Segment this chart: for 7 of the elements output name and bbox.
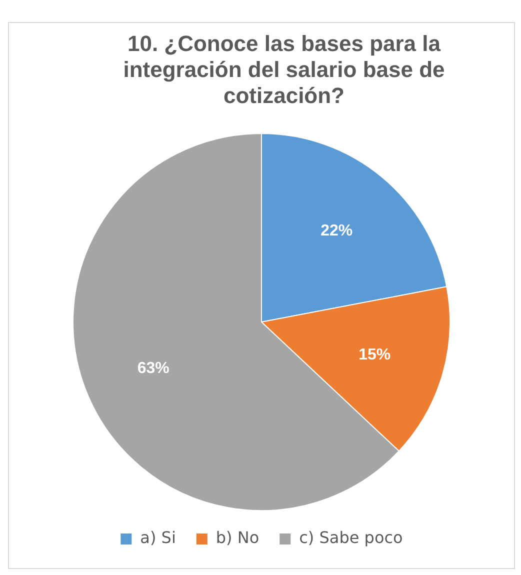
legend-label: c) Sabe poco	[299, 528, 403, 548]
data-label: 22%	[320, 222, 353, 240]
data-label: 63%	[137, 360, 170, 378]
legend-label: a) Si	[140, 528, 176, 548]
chart-title: 10. ¿Conoce las bases para la integración del salario base de cotización?	[122, 31, 446, 109]
legend-label: b) No	[216, 528, 260, 548]
data-label: 15%	[358, 346, 391, 364]
